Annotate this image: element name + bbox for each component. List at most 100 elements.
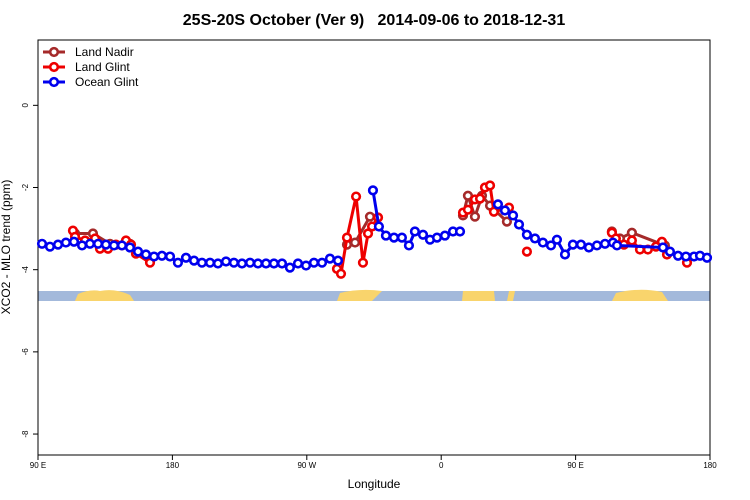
data-point	[172, 257, 184, 268]
y-tick-label: -6	[21, 348, 30, 356]
data-point	[108, 240, 120, 251]
data-point	[488, 206, 500, 217]
data-point	[439, 230, 451, 241]
data-point	[626, 235, 637, 246]
data-point	[396, 232, 408, 243]
data-point	[268, 258, 280, 269]
data-point	[308, 257, 320, 268]
data-point	[657, 242, 669, 253]
data-point	[100, 239, 112, 250]
data-point	[341, 232, 353, 243]
land-strip	[38, 289, 710, 301]
data-point	[236, 258, 248, 269]
data-point	[474, 193, 486, 204]
data-point	[431, 232, 443, 243]
data-point	[492, 199, 504, 210]
data-point	[180, 252, 192, 263]
data-point	[324, 253, 336, 264]
y-tick-label: 0	[21, 103, 30, 108]
data-point	[148, 251, 160, 262]
data-point	[403, 240, 415, 251]
x-axis-label: Longitude	[348, 477, 401, 491]
data-point	[521, 246, 533, 257]
data-point	[349, 237, 361, 248]
data-point	[92, 238, 104, 249]
land-shape	[612, 289, 668, 301]
data-point	[367, 185, 379, 196]
data-point	[196, 257, 208, 268]
legend-marker	[48, 76, 60, 88]
data-point	[462, 204, 474, 215]
x-tick-label: 0	[439, 461, 444, 470]
data-point	[380, 230, 392, 241]
data-point	[68, 236, 80, 247]
data-point	[611, 240, 623, 251]
data-point	[357, 257, 369, 268]
legend-label: Land Nadir	[75, 45, 134, 59]
data-point	[220, 256, 232, 267]
data-point	[545, 240, 557, 251]
data-point	[244, 257, 256, 268]
data-point	[499, 205, 511, 216]
data-point	[701, 252, 713, 263]
data-point	[599, 238, 611, 249]
data-point	[672, 250, 684, 261]
y-tick-label: -4	[21, 266, 30, 274]
data-point	[84, 238, 96, 249]
data-point	[228, 257, 240, 268]
data-point	[409, 226, 421, 237]
data-point	[469, 211, 481, 222]
data-point	[583, 242, 594, 253]
data-point	[284, 262, 296, 273]
data-point	[680, 251, 692, 262]
data-point	[36, 238, 48, 249]
data-point	[484, 180, 496, 191]
data-point	[188, 255, 200, 266]
legend-marker	[48, 61, 60, 73]
data-point	[316, 257, 328, 268]
chart-title: 25S-20S October (Ver 9) 2014-09-06 to 20…	[183, 12, 566, 29]
data-point	[124, 242, 136, 253]
x-tick-label: 90 E	[30, 461, 46, 470]
data-point	[507, 210, 519, 221]
x-tick-label: 180	[703, 461, 717, 470]
x-tick-label: 90 W	[297, 461, 316, 470]
data-point	[76, 240, 88, 251]
land-shape	[507, 291, 515, 301]
y-tick-label: -8	[21, 430, 30, 438]
data-point	[335, 268, 347, 279]
data-point	[626, 227, 637, 238]
x-tick-label: 180	[166, 461, 180, 470]
legend-label: Land Glint	[75, 60, 130, 74]
x-tick-label: 90 E	[567, 461, 583, 470]
data-point	[60, 237, 72, 248]
data-point	[204, 257, 216, 268]
data-point	[454, 226, 466, 237]
data-point	[52, 239, 64, 250]
data-point	[591, 240, 603, 251]
data-point	[212, 258, 224, 269]
data-point	[276, 258, 288, 269]
data-point	[388, 232, 400, 243]
data-point	[252, 258, 264, 269]
data-point	[164, 251, 176, 262]
data-point	[373, 221, 385, 232]
data-point	[292, 258, 304, 269]
data-point	[529, 233, 541, 244]
data-point	[559, 249, 571, 260]
data-point	[332, 255, 344, 266]
data-point	[417, 229, 429, 240]
legend-label: Ocean Glint	[75, 75, 139, 89]
land-shape	[75, 290, 134, 301]
data-point	[300, 260, 312, 271]
plot-frame	[37, 39, 711, 456]
data-point	[362, 228, 374, 239]
data-point	[513, 219, 525, 230]
data-point	[575, 239, 587, 250]
data-point	[44, 241, 56, 252]
data-point	[140, 249, 152, 260]
data-point	[364, 211, 376, 222]
data-point	[116, 240, 128, 251]
